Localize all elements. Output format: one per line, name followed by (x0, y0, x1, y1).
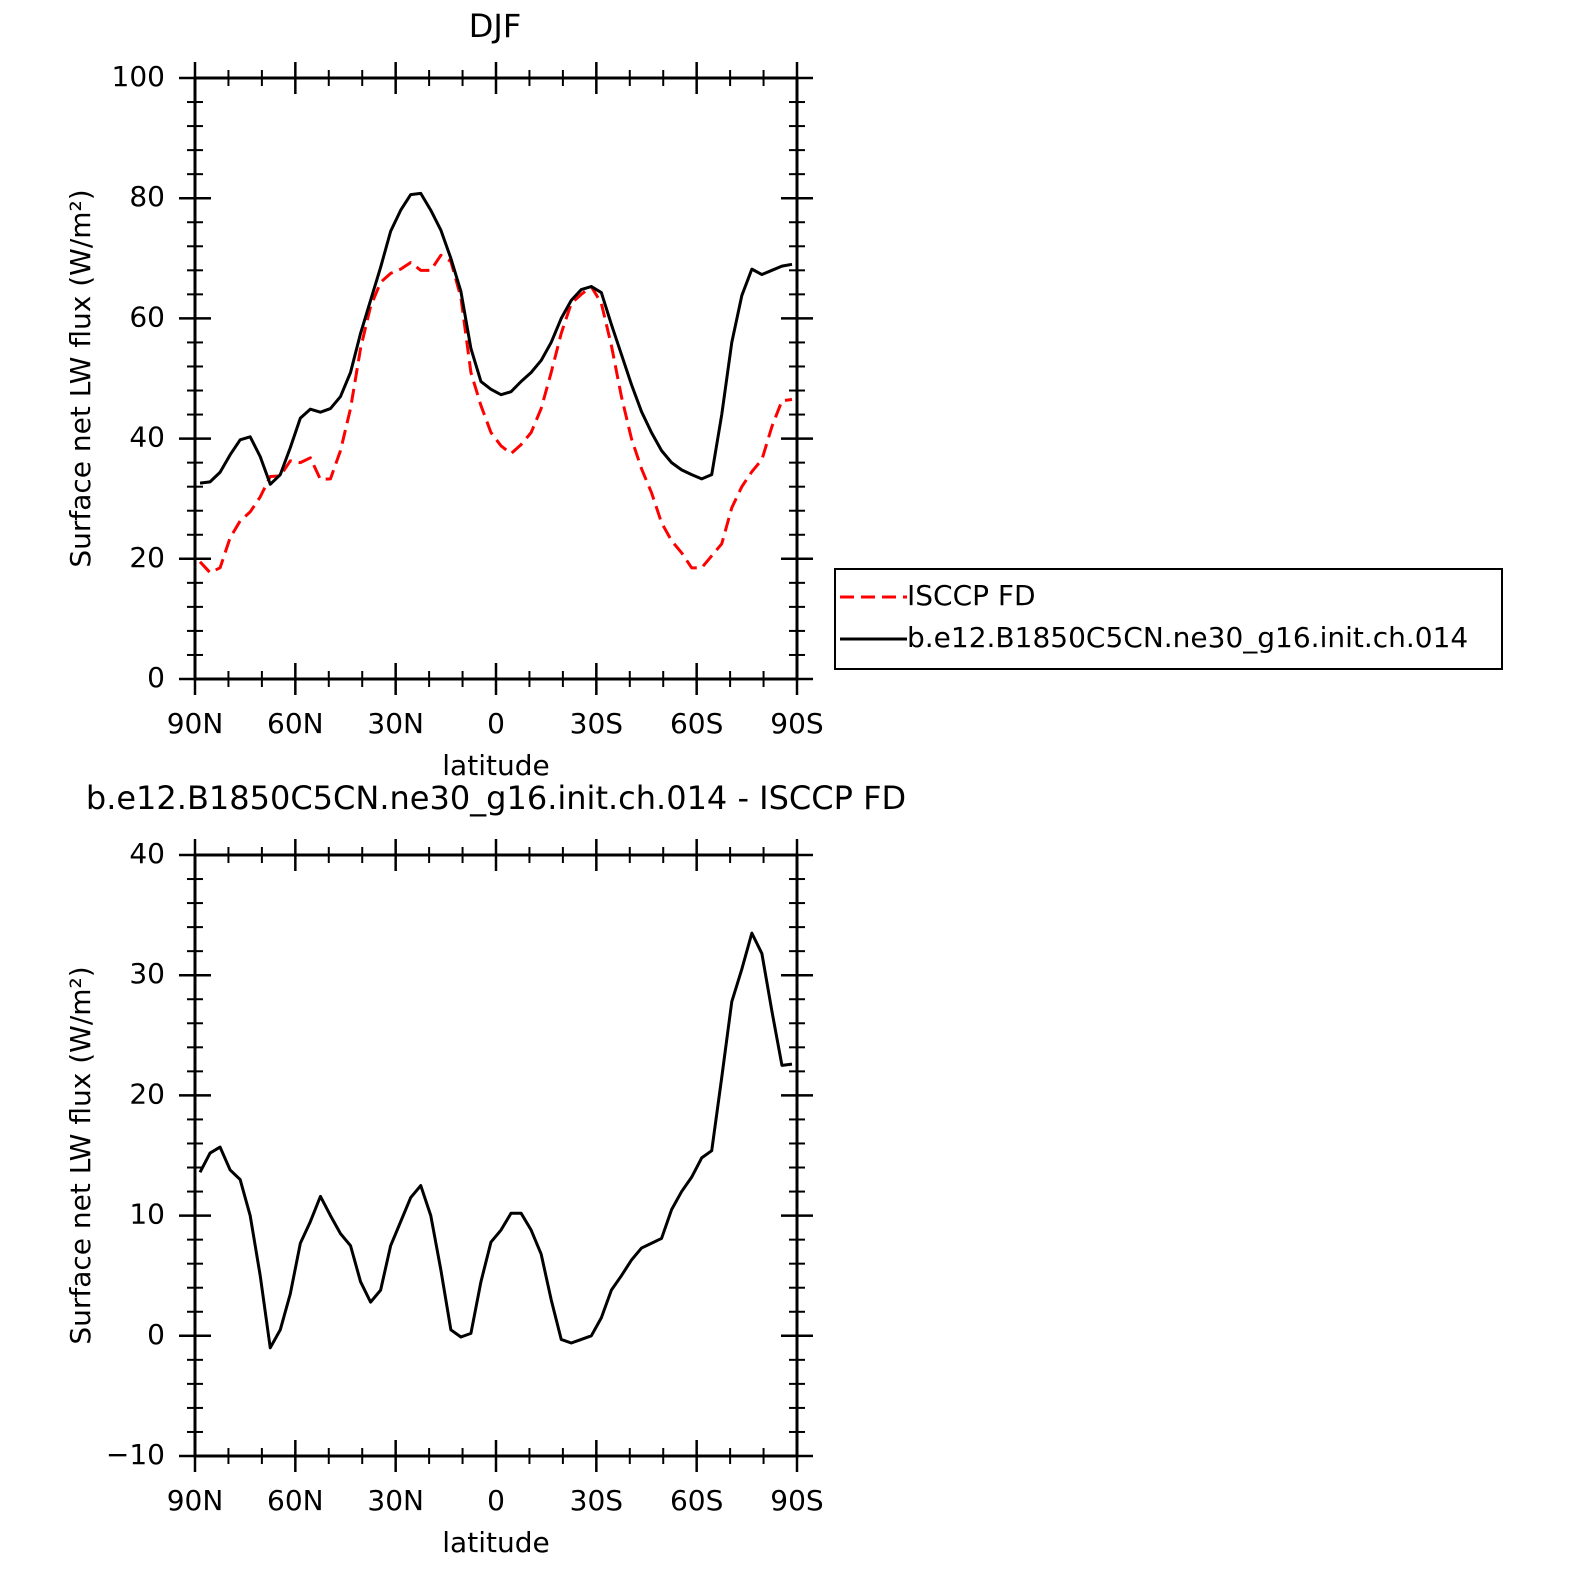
x-tick-label: 30N (367, 1484, 424, 1517)
y-tick-label: 40 (129, 421, 165, 454)
legend-box (834, 568, 1503, 670)
x-tick-label: 0 (487, 707, 505, 740)
x-tick-label: 0 (487, 1484, 505, 1517)
data-line (198, 253, 793, 575)
y-tick-label: 100 (112, 60, 165, 93)
y-tick-label: 60 (129, 300, 165, 333)
x-tick-label: 90N (167, 1484, 224, 1517)
x-axis-label: latitude (442, 1526, 549, 1559)
y-tick-label: −10 (106, 1438, 165, 1471)
y-tick-label: 0 (147, 661, 165, 694)
chart-title: b.e12.B1850C5CN.ne30_g16.init.ch.014 - I… (86, 779, 906, 817)
y-tick-label: 30 (129, 957, 165, 990)
x-tick-label: 90N (167, 707, 224, 740)
chart-title: DJF (469, 7, 521, 45)
x-tick-label: 30N (367, 707, 424, 740)
x-tick-label: 90S (770, 1484, 823, 1517)
x-tick-label: 60N (267, 1484, 324, 1517)
y-tick-label: 20 (129, 541, 165, 574)
x-tick-label: 30S (570, 1484, 623, 1517)
x-tick-label: 90S (770, 707, 823, 740)
y-tick-label: 10 (129, 1198, 165, 1231)
x-tick-label: 30S (570, 707, 623, 740)
legend-label: ISCCP FD (907, 579, 1036, 612)
x-axis-label: latitude (442, 749, 549, 782)
x-tick-label: 60S (670, 707, 723, 740)
plot-frame (193, 76, 799, 681)
y-axis-label: Surface net LW flux (W/m²) (64, 966, 97, 1344)
legend-label: b.e12.B1850C5CN.ne30_g16.init.ch.014 (907, 621, 1468, 654)
y-tick-label: 0 (147, 1318, 165, 1351)
data-line (198, 931, 793, 1350)
x-tick-label: 60S (670, 1484, 723, 1517)
y-tick-label: 20 (129, 1077, 165, 1110)
data-line (199, 191, 793, 486)
y-tick-label: 40 (129, 837, 165, 870)
y-tick-label: 80 (129, 180, 165, 213)
y-axis-label: Surface net LW flux (W/m²) (64, 189, 97, 567)
x-tick-label: 60N (267, 707, 324, 740)
